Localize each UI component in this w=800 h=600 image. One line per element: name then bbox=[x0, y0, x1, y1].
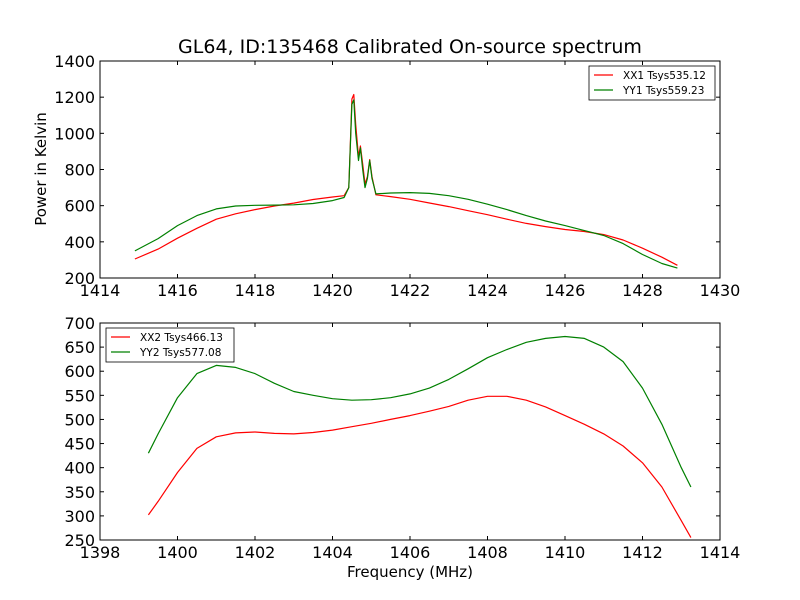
x-tick-label: 1430 bbox=[700, 281, 741, 300]
x-axis-label-bottom: Frequency (MHz) bbox=[347, 563, 473, 581]
x-tick-label: 1426 bbox=[545, 281, 586, 300]
x-tick-label: 1418 bbox=[235, 281, 276, 300]
x-tick-label: 1424 bbox=[467, 281, 508, 300]
series-line-1-2 bbox=[134, 99, 678, 269]
y-tick-label: 1200 bbox=[54, 88, 95, 107]
legend-label: XX1 Tsys535.12 bbox=[623, 70, 706, 82]
y-tick-label: 600 bbox=[64, 197, 95, 216]
x-tick-label: 1406 bbox=[390, 543, 431, 562]
x-tick-label: 1428 bbox=[622, 281, 663, 300]
y-tick-label: 700 bbox=[64, 314, 95, 333]
series-line-2-1 bbox=[147, 395, 692, 538]
x-tick-label: 1420 bbox=[312, 281, 353, 300]
y-tick-label: 200 bbox=[64, 269, 95, 288]
legend-box-2 bbox=[105, 327, 235, 363]
x-tick-label: 1400 bbox=[157, 543, 198, 562]
y-tick-label: 400 bbox=[64, 233, 95, 252]
y-axis-label-top: Power in Kelvin bbox=[32, 112, 50, 226]
series-line-2-2 bbox=[147, 335, 692, 488]
legend-label: XX2 Tsys466.13 bbox=[140, 332, 223, 344]
x-tick-label: 1414 bbox=[80, 281, 121, 300]
x-tick-label: 1414 bbox=[700, 543, 741, 562]
y-tick-label: 500 bbox=[64, 410, 95, 429]
y-tick-label: 300 bbox=[64, 507, 95, 526]
y-tick-label: 800 bbox=[64, 161, 95, 180]
y-tick-label: 1000 bbox=[54, 124, 95, 143]
y-tick-label: 650 bbox=[64, 338, 95, 357]
x-tick-label: 1398 bbox=[80, 543, 121, 562]
y-tick-label: 600 bbox=[64, 362, 95, 381]
legend-label: YY1 Tsys559.23 bbox=[622, 85, 704, 97]
y-tick-label: 550 bbox=[64, 386, 95, 405]
x-tick-label: 1410 bbox=[545, 543, 586, 562]
x-tick-label: 1422 bbox=[390, 281, 431, 300]
x-tick-label: 1412 bbox=[622, 543, 663, 562]
x-tick-label: 1402 bbox=[235, 543, 276, 562]
chart-title: GL64, ID:135468 Calibrated On-source spe… bbox=[178, 36, 642, 58]
y-tick-label: 1400 bbox=[54, 52, 95, 71]
legend-label: YY2 Tsys577.08 bbox=[139, 347, 221, 359]
y-tick-label: 400 bbox=[64, 459, 95, 478]
legend-box-1 bbox=[588, 65, 716, 101]
y-tick-label: 250 bbox=[64, 531, 95, 550]
x-tick-label: 1416 bbox=[157, 281, 198, 300]
y-tick-label: 350 bbox=[64, 483, 95, 502]
series-line-1-1 bbox=[134, 93, 678, 266]
x-tick-label: 1408 bbox=[467, 543, 508, 562]
x-tick-label: 1404 bbox=[312, 543, 353, 562]
y-tick-label: 450 bbox=[64, 435, 95, 454]
